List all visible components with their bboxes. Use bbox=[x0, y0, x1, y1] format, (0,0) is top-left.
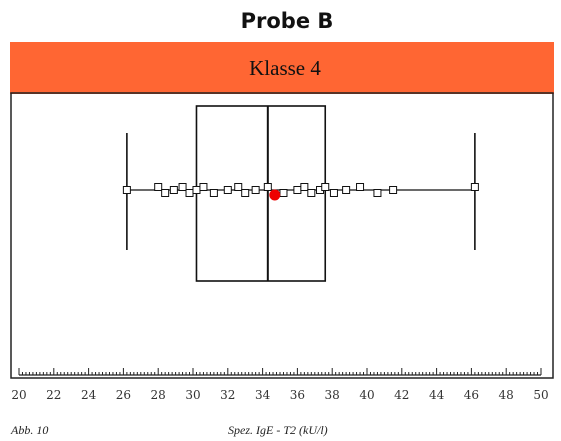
x-tick-label: 34 bbox=[255, 388, 271, 402]
data-point bbox=[209, 189, 218, 197]
data-point bbox=[356, 183, 365, 191]
data-point bbox=[169, 186, 178, 194]
data-point bbox=[199, 183, 208, 191]
data-point bbox=[223, 186, 232, 194]
x-tick-label: 36 bbox=[290, 388, 305, 402]
data-point bbox=[122, 186, 131, 194]
x-tick-label: 38 bbox=[325, 388, 340, 402]
data-point bbox=[329, 189, 338, 197]
x-tick-label: 28 bbox=[151, 388, 166, 402]
figure-label: Abb. 10 bbox=[10, 423, 48, 437]
data-point bbox=[178, 183, 187, 191]
x-axis: 20 22 24 26 28 30 32 34 36 38 40 42 44 46 48 50 bbox=[11, 368, 549, 402]
plot-frame bbox=[10, 92, 554, 379]
mean-marker bbox=[269, 189, 281, 201]
data-point bbox=[241, 189, 250, 197]
data-point bbox=[470, 183, 479, 191]
data-point bbox=[300, 183, 309, 191]
x-tick-label: 40 bbox=[359, 388, 374, 402]
x-axis-label: Spez. IgE - T2 (kU/l) bbox=[228, 423, 328, 437]
data-point bbox=[321, 183, 330, 191]
x-tick-label: 30 bbox=[185, 388, 200, 402]
data-point bbox=[307, 189, 316, 197]
x-tick-label: 44 bbox=[429, 388, 445, 402]
x-tick-label: 50 bbox=[533, 388, 548, 402]
x-tick-label: 20 bbox=[11, 388, 26, 402]
data-points bbox=[122, 183, 479, 201]
data-point bbox=[161, 189, 170, 197]
data-point bbox=[154, 183, 163, 191]
data-point bbox=[389, 186, 398, 194]
x-tick-label: 42 bbox=[394, 388, 409, 402]
data-point bbox=[234, 183, 243, 191]
data-point bbox=[251, 186, 260, 194]
data-point bbox=[263, 183, 272, 191]
x-tick-label: 32 bbox=[220, 388, 235, 402]
x-tick-label: 26 bbox=[116, 388, 131, 402]
data-point bbox=[279, 189, 288, 197]
x-tick-label: 46 bbox=[464, 388, 479, 402]
x-tick-label: 48 bbox=[499, 388, 514, 402]
chart-title: Probe B bbox=[241, 9, 334, 33]
data-point bbox=[192, 186, 201, 194]
title-band bbox=[10, 42, 554, 94]
data-point bbox=[185, 189, 194, 197]
data-point bbox=[293, 186, 302, 194]
data-point bbox=[342, 186, 351, 194]
x-tick-label: 22 bbox=[46, 388, 61, 402]
data-point bbox=[373, 189, 382, 197]
x-tick-label: 24 bbox=[81, 388, 97, 402]
chart-subtitle: Klasse 4 bbox=[249, 56, 321, 80]
